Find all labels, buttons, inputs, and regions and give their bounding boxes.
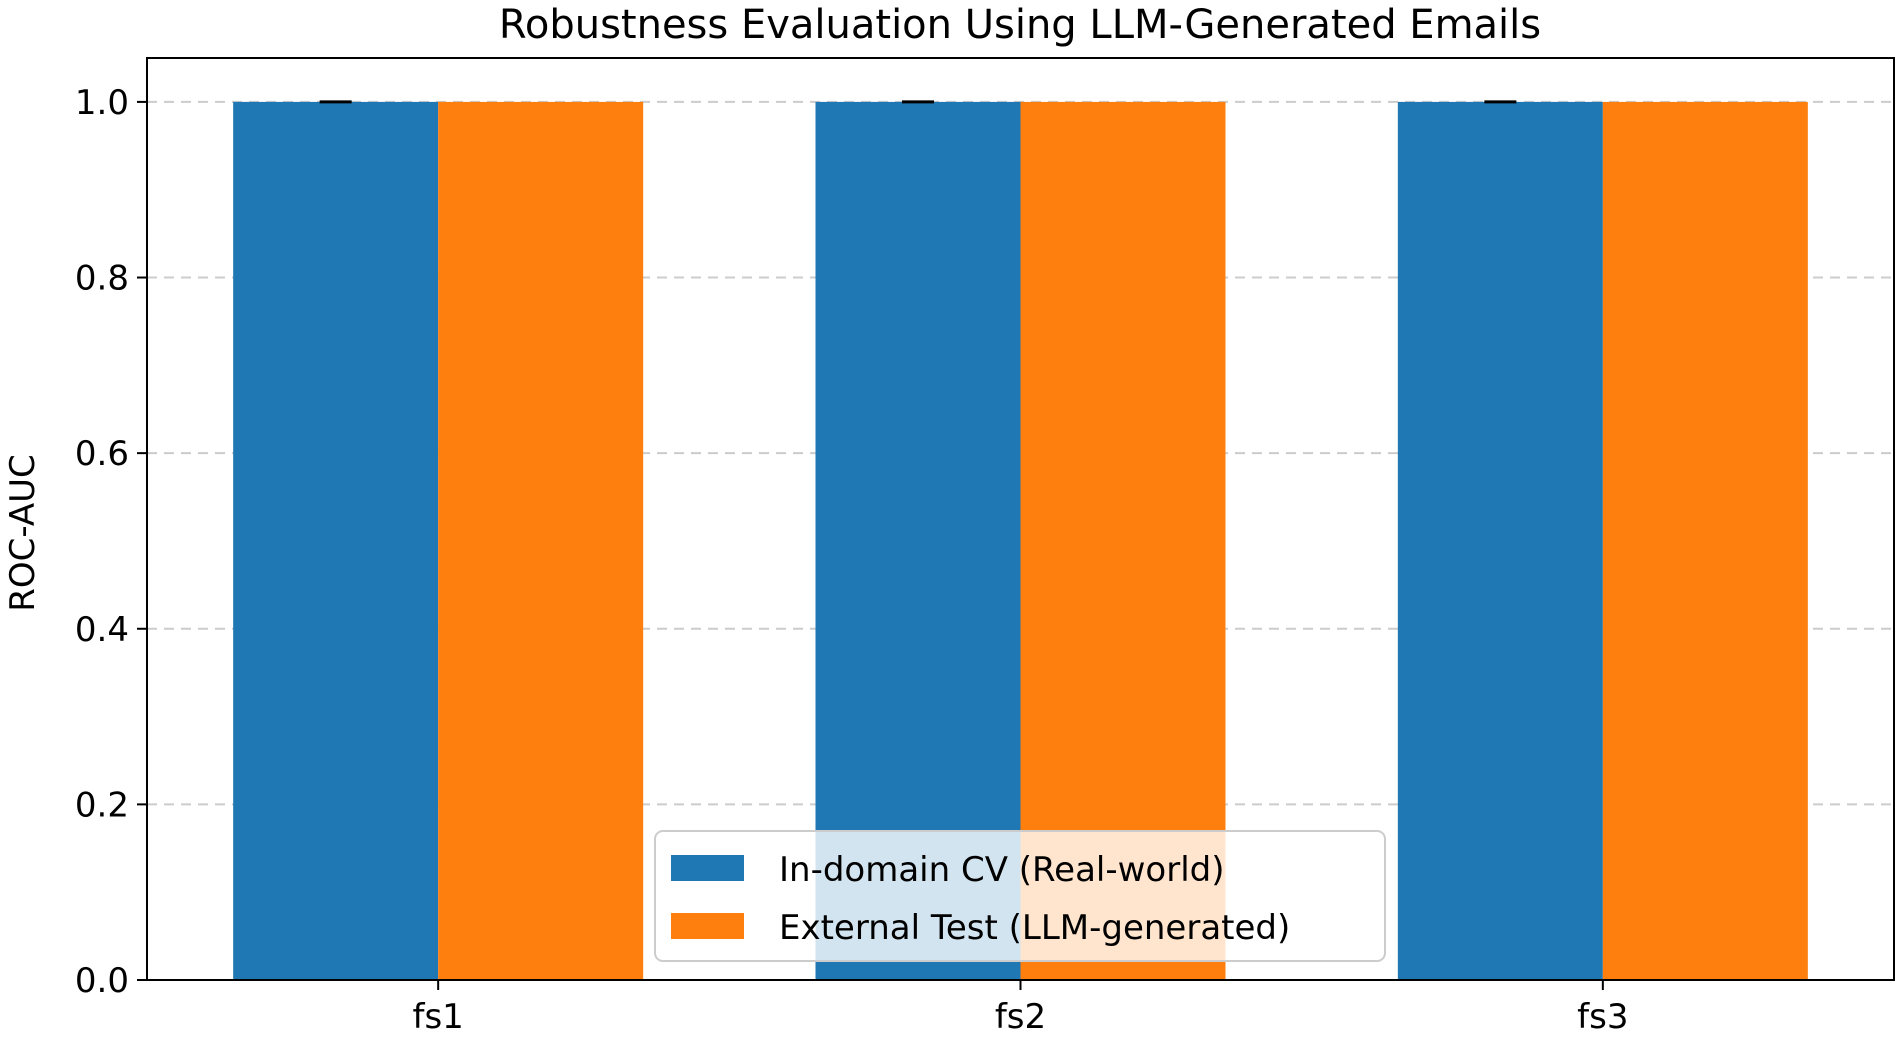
legend: In-domain CV (Real-world) External Test (… <box>654 830 1386 962</box>
legend-box <box>654 830 1386 962</box>
x-tick-label-fs3: fs3 <box>1577 997 1628 1037</box>
axes-layer: 0.0 0.2 0.4 0.6 0.8 1.0 fs1 fs2 fs3 <box>75 57 1895 1037</box>
y-tick-label: 0.4 <box>75 610 129 650</box>
bar-external-fs3 <box>1602 101 1808 980</box>
y-tick-label: 0.8 <box>75 259 129 299</box>
legend-swatch <box>671 855 744 881</box>
y-tick-label: 1.0 <box>75 83 129 123</box>
x-tick-label-fs2: fs2 <box>995 997 1046 1037</box>
x-tick-label-fs1: fs1 <box>413 997 464 1037</box>
plot-frame <box>146 57 1895 981</box>
chart-title: Robustness Evaluation Using LLM-Generate… <box>499 2 1541 48</box>
y-tick-label: 0.2 <box>75 785 129 825</box>
bar-in-domain-fs1 <box>233 101 439 980</box>
bar-in-domain-fs3 <box>1397 101 1603 980</box>
bar-external-fs1 <box>438 101 644 980</box>
y-axis-label: ROC-AUC <box>3 454 43 612</box>
y-tick-label: 0.0 <box>75 961 129 1001</box>
legend-label: In-domain CV (Real-world) <box>779 850 1225 890</box>
legend-label: External Test (LLM-generated) <box>779 908 1290 948</box>
legend-swatch <box>671 913 744 939</box>
y-tick-label: 0.6 <box>75 434 129 474</box>
